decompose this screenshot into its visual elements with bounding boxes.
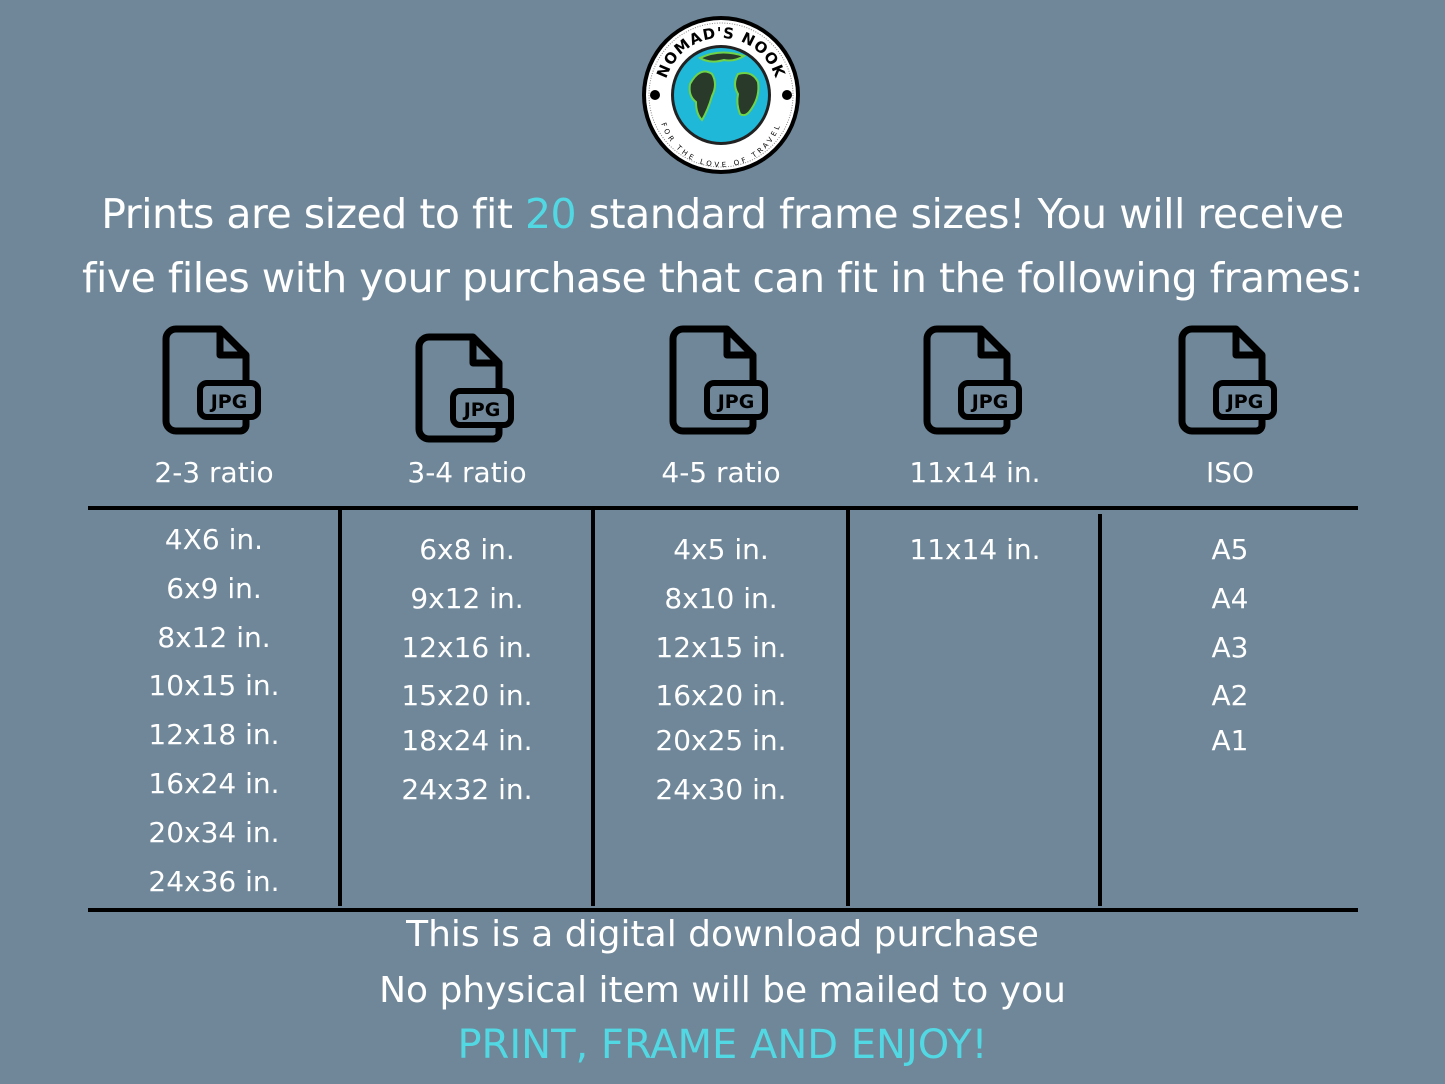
table-top-divider — [88, 506, 1358, 510]
nomads-nook-logo: NOMAD'S NOOK FOR THE LOVE OF TRAVEL — [640, 14, 802, 176]
size-item: A4 — [1211, 581, 1249, 615]
size-list: 4X6 in. 6x9 in. 8x12 in. 10x15 in. 12x18 in.… — [89, 516, 339, 906]
headline: Prints are sized to fit 20 standard fram… — [0, 182, 1445, 310]
footer-cta: PRINT, FRAME AND ENJOY! — [457, 1022, 988, 1068]
jpg-file-icon: JPG — [415, 333, 515, 443]
size-item: 8x12 in. — [157, 620, 271, 654]
size-list: A5 A4 A3 A2 A1 — [1105, 526, 1355, 766]
jpg-file-icon: JPG — [1178, 325, 1278, 435]
size-item: 4X6 in. — [164, 523, 264, 556]
headline-line-1: Prints are sized to fit 20 standard fram… — [101, 190, 1344, 238]
size-item: A1 — [1211, 724, 1249, 758]
size-item: A2 — [1211, 679, 1249, 713]
svg-text:JPG: JPG — [970, 391, 1009, 413]
svg-text:JPG: JPG — [462, 399, 501, 421]
size-item: 24x30 in. — [655, 772, 787, 806]
size-item: A3 — [1211, 630, 1249, 664]
size-item: 10x15 in. — [148, 669, 280, 703]
table-bottom-divider — [88, 908, 1358, 912]
footer-line-1: This is a digital download purchase — [406, 914, 1039, 955]
size-item: 20x25 in. — [655, 724, 787, 758]
column-divider — [591, 510, 595, 906]
column-header: 11x14 in. — [909, 456, 1041, 489]
size-item: 15x20 in. — [401, 679, 533, 713]
jpg-file-icon: JPG — [923, 325, 1023, 435]
size-item: 8x10 in. — [664, 581, 778, 615]
frame-count: 20 — [524, 190, 577, 238]
jpg-file-icon: JPG — [669, 325, 769, 435]
size-item: 6x8 in. — [419, 533, 515, 566]
svg-text:JPG: JPG — [716, 391, 755, 413]
column-header: 4-5 ratio — [661, 456, 781, 489]
svg-text:JPG: JPG — [209, 391, 248, 413]
size-list: 6x8 in. 9x12 in. 12x16 in. 15x20 in. 18x24 i… — [342, 526, 592, 815]
size-item: A5 — [1211, 533, 1249, 566]
size-item: 18x24 in. — [401, 724, 533, 758]
footer-line-2: No physical item will be mailed to you — [379, 970, 1066, 1011]
column-divider — [846, 510, 850, 906]
jpg-file-icon: JPG — [162, 325, 262, 435]
size-item: 4x5 in. — [673, 533, 769, 566]
column-header: 2-3 ratio — [154, 456, 274, 489]
size-item: 20x34 in. — [148, 815, 280, 849]
svg-text:JPG: JPG — [1225, 391, 1264, 413]
size-item: 12x18 in. — [148, 718, 280, 752]
size-item: 11x14 in. — [909, 533, 1041, 566]
size-item: 24x36 in. — [148, 864, 280, 898]
column-header: ISO — [1205, 456, 1255, 489]
column-header: 3-4 ratio — [407, 456, 527, 489]
size-item: 16x20 in. — [655, 679, 787, 713]
size-item: 24x32 in. — [401, 772, 533, 806]
size-item: 6x9 in. — [166, 571, 262, 605]
size-list: 11x14 in. — [850, 526, 1100, 575]
headline-line-2: five files with your purchase that can f… — [82, 254, 1363, 302]
size-item: 12x16 in. — [401, 630, 533, 664]
size-item: 16x24 in. — [148, 766, 280, 800]
size-item: 12x15 in. — [655, 630, 787, 664]
column-divider — [338, 510, 342, 906]
size-list: 4x5 in. 8x10 in. 12x15 in. 16x20 in. 20x25 i… — [596, 526, 846, 815]
size-item: 9x12 in. — [410, 581, 524, 615]
column-divider — [1098, 514, 1102, 906]
